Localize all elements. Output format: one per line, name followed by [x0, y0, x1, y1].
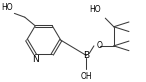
Text: HO: HO [89, 5, 101, 14]
Text: O: O [97, 41, 103, 50]
Text: HO: HO [1, 3, 13, 12]
Text: OH: OH [81, 72, 92, 81]
Text: N: N [32, 55, 39, 64]
Text: B: B [83, 51, 89, 60]
